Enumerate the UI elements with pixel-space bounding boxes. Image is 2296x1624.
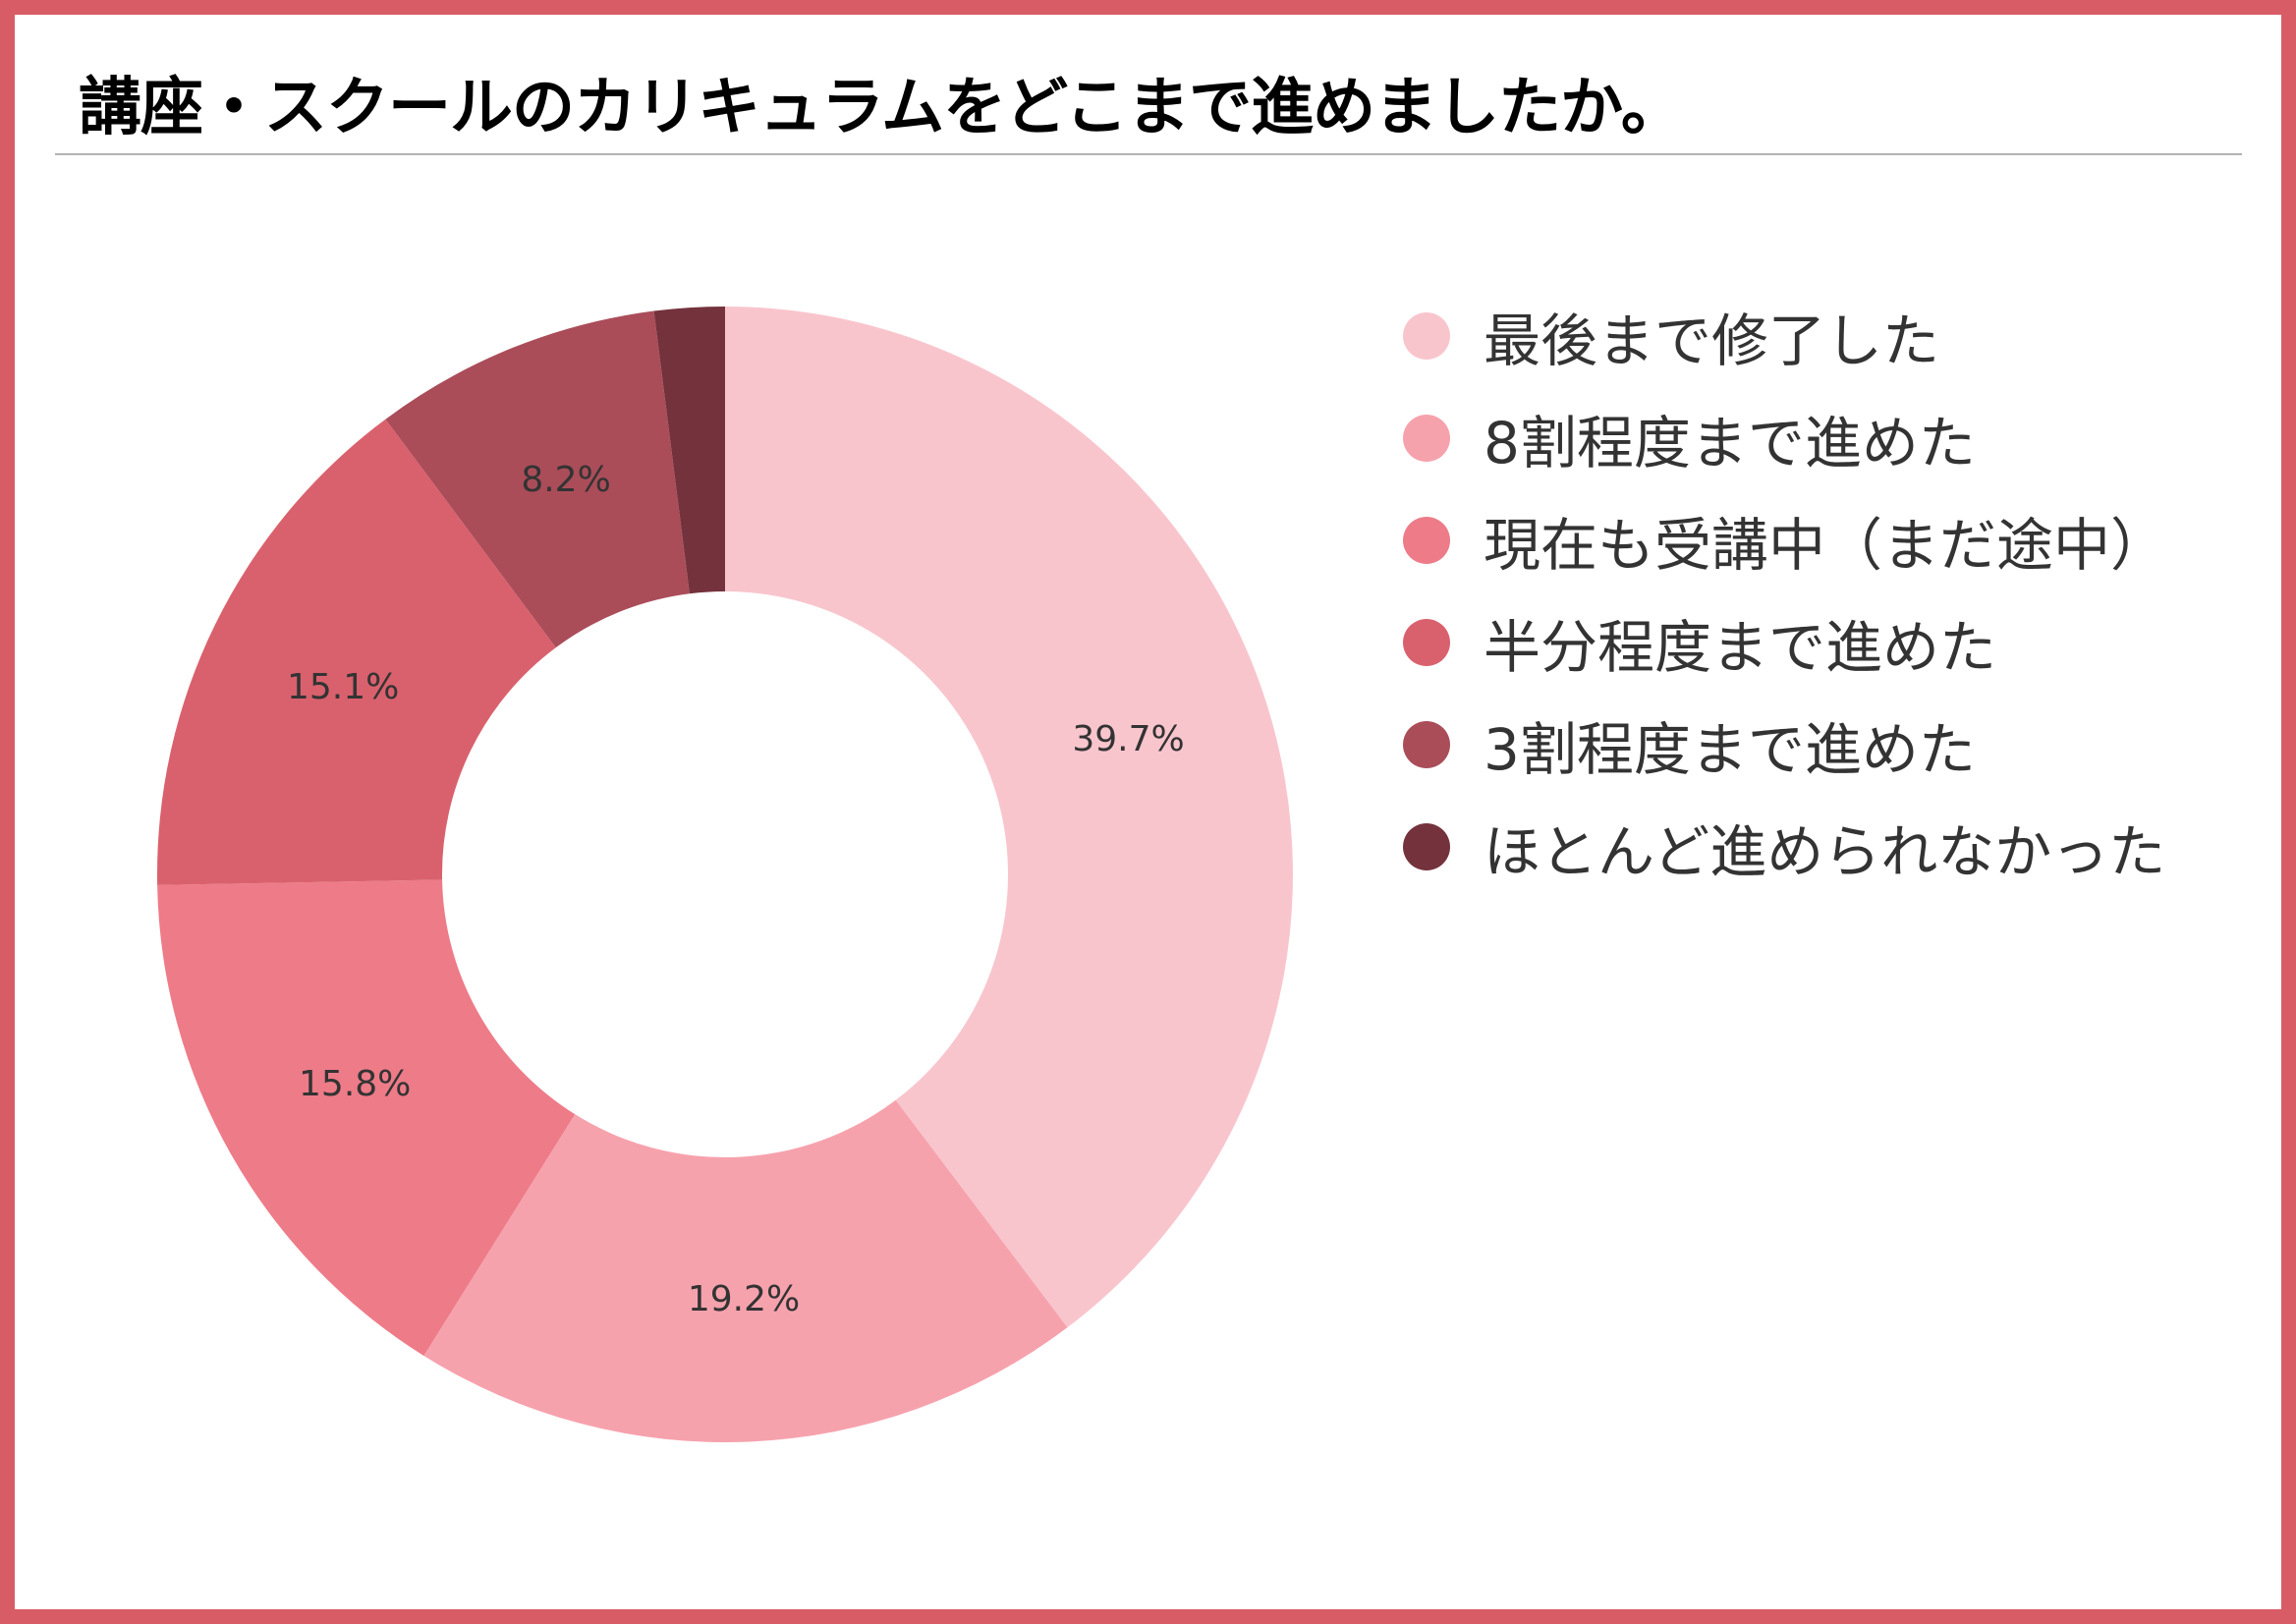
legend-dot-icon bbox=[1403, 312, 1450, 360]
legend-label: 半分程度まで進めた bbox=[1484, 614, 1997, 681]
slice-value-label-4: 15.1% bbox=[287, 667, 399, 707]
donut-slice-5 bbox=[385, 310, 690, 648]
legend-item-3: 現在も受講中（まだ途中） bbox=[1403, 489, 2167, 591]
legend-label: 8割程度まで進めた bbox=[1484, 410, 1976, 476]
donut-slice-1 bbox=[725, 307, 1294, 1328]
chart-title: 講座・スクールのカリキュラムをどこまで進めましたか。 bbox=[79, 72, 1684, 144]
legend-label: ほとんど進められなかった bbox=[1484, 818, 2166, 885]
title-divider bbox=[55, 153, 2242, 155]
legend-item-2: 8割程度まで進めた bbox=[1403, 387, 2167, 489]
chart-legend: 最後まで修了した 8割程度まで進めた現在も受講中（まだ途中） 半分程度まで進めた 3割… bbox=[1403, 285, 2167, 898]
legend-item-5: 3割程度まで進めた bbox=[1403, 694, 2167, 796]
donut-slice-4 bbox=[157, 419, 556, 885]
legend-dot-icon bbox=[1403, 517, 1450, 564]
slice-value-label-3: 15.8% bbox=[299, 1064, 411, 1104]
slice-value-label-1: 39.7% bbox=[1072, 719, 1184, 759]
legend-label: 3割程度まで進めた bbox=[1484, 716, 1976, 783]
donut-slice-2 bbox=[423, 1099, 1068, 1443]
legend-item-1: 最後まで修了した bbox=[1403, 285, 2167, 387]
legend-label: 現在も受講中（まだ途中） bbox=[1484, 512, 2168, 579]
legend-item-4: 半分程度まで進めた bbox=[1403, 591, 2167, 694]
legend-dot-icon bbox=[1403, 619, 1450, 666]
slice-value-label-2: 19.2% bbox=[688, 1279, 800, 1319]
legend-item-6: ほとんど進められなかった bbox=[1403, 796, 2167, 898]
donut-slice-6 bbox=[653, 307, 725, 594]
legend-label: 最後まで修了した bbox=[1484, 308, 1940, 374]
slice-value-label-5: 8.2% bbox=[521, 460, 610, 500]
donut-slice-3 bbox=[157, 879, 576, 1356]
legend-dot-icon bbox=[1403, 721, 1450, 768]
legend-dot-icon bbox=[1403, 823, 1450, 870]
legend-dot-icon bbox=[1403, 415, 1450, 462]
